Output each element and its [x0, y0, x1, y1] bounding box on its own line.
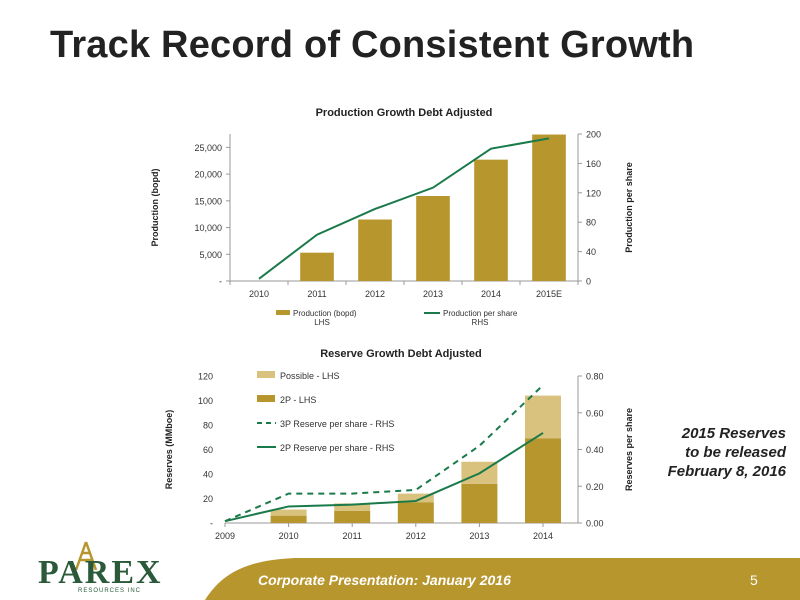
legend-label-per-share-line2: RHS	[472, 318, 489, 327]
bar-segment	[397, 493, 434, 503]
y-tick-label: -	[210, 519, 213, 529]
footer-bar	[205, 558, 800, 600]
y-tick-label: 20,000	[194, 170, 222, 180]
x-tick-label: 2010	[279, 531, 299, 541]
y-tick-label: 60	[203, 445, 213, 455]
bar-segment	[270, 509, 307, 516]
x-tick-label: 2013	[423, 289, 443, 299]
parex-logo: PAREX RESOURCES INC	[38, 540, 178, 600]
bar	[300, 252, 334, 281]
reserves-note: 2015 Reserves to be released February 8,…	[616, 424, 786, 481]
x-tick-label: 2015E	[536, 289, 562, 299]
bar	[474, 159, 508, 281]
x-tick-label: 2012	[365, 289, 385, 299]
legend-label: 2P - LHS	[280, 395, 316, 405]
y-tick-label: 40	[203, 470, 213, 480]
note-line-2: to be released	[685, 444, 786, 461]
bar-segment	[270, 515, 307, 523]
note-line-3: February 8, 2016	[667, 463, 786, 480]
y2-tick-label: 160	[586, 159, 601, 169]
y-axis-title: Production (bopd)	[150, 169, 160, 247]
derrick-icon	[74, 541, 98, 570]
y2-tick-label: 80	[586, 218, 596, 228]
y-axis-title: Reserves (MMboe)	[164, 410, 174, 490]
y-tick-label: 10,000	[194, 223, 222, 233]
y2-tick-label: 40	[586, 247, 596, 257]
y2-tick-label: 0	[586, 277, 591, 287]
y2-axis-title: Reserves per share	[624, 408, 634, 491]
legend-label: Possible - LHS	[280, 371, 340, 381]
reserve-chart: Reserve Growth Debt Adjusted - 20 40 60 80 100…	[164, 348, 634, 541]
legend-swatch-bar	[276, 310, 290, 315]
bar	[532, 134, 566, 281]
y2-tick-label: 0.20	[586, 482, 604, 492]
y2-tick-label: 120	[586, 188, 601, 198]
legend-label: 2P Reserve per share - RHS	[280, 443, 394, 453]
footer-text: Corporate Presentation: January 2016	[258, 572, 511, 588]
y2-tick-label: 0.80	[586, 372, 604, 382]
legend-label-per-share-line1: Production per share	[443, 309, 518, 318]
x-tick-label: 2013	[469, 531, 489, 541]
x-tick-label: 2014	[533, 531, 553, 541]
y-tick-label: -	[219, 277, 222, 287]
bar-segment	[461, 483, 498, 523]
legend-label-production-line1: Production (bopd)	[293, 309, 357, 318]
x-tick-label: 2011	[307, 289, 326, 299]
production-chart: Production Growth Debt Adjusted - 5,000 10,…	[150, 107, 634, 327]
legend-label-production-line2: LHS	[314, 318, 330, 327]
x-tick-label: 2009	[215, 531, 235, 541]
y-tick-label: 120	[198, 372, 213, 382]
y-tick-label: 15,000	[194, 196, 222, 206]
logo-subtext: RESOURCES INC	[78, 588, 142, 594]
y-tick-label: 20	[203, 494, 213, 504]
dashed-series-line	[224, 384, 544, 523]
y2-tick-label: 0.60	[586, 408, 604, 418]
y2-axis-title: Production per share	[624, 162, 634, 253]
logo-text: PAREX	[38, 554, 163, 591]
legend-label: 3P Reserve per share - RHS	[280, 419, 394, 429]
y-tick-label: 5,000	[199, 250, 222, 260]
bar	[416, 196, 450, 281]
y2-tick-label: 0.40	[586, 445, 604, 455]
x-tick-label: 2014	[481, 289, 501, 299]
bar-segment	[334, 510, 371, 523]
bar	[358, 219, 392, 281]
x-tick-label: 2012	[406, 531, 426, 541]
legend-swatch-bar	[257, 371, 275, 378]
x-tick-label: 2010	[249, 289, 269, 299]
bar-segment	[525, 438, 561, 523]
chart-title: Production Growth Debt Adjusted	[316, 107, 493, 119]
chart-title: Reserve Growth Debt Adjusted	[320, 348, 482, 360]
y2-tick-label: 200	[586, 130, 601, 140]
y-tick-label: 80	[203, 421, 213, 431]
page-title: Track Record of Consistent Growth	[50, 24, 695, 66]
bar-segment	[397, 502, 434, 523]
page-number: 5	[750, 572, 758, 588]
series-line	[224, 432, 544, 523]
y-tick-label: 100	[198, 396, 213, 406]
bar-segment	[525, 395, 561, 439]
bar-segment	[334, 503, 371, 511]
series-line	[258, 137, 550, 280]
y2-tick-label: 0.00	[586, 519, 604, 529]
note-line-1: 2015 Reserves	[681, 425, 786, 442]
x-tick-label: 2011	[343, 531, 362, 541]
y-tick-label: 25,000	[194, 143, 222, 153]
legend-swatch-bar	[257, 395, 275, 402]
